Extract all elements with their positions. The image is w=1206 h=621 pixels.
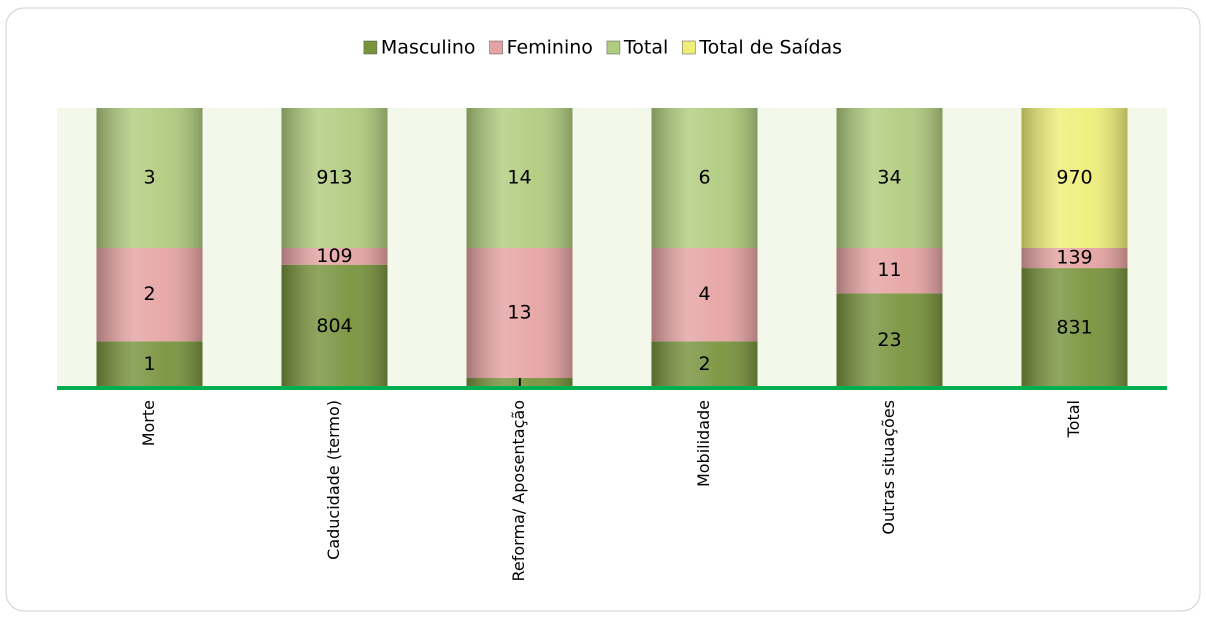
x-tick-label: Reforma/ Aposentação (509, 400, 528, 582)
data-label: 34 (877, 167, 901, 189)
bar-shade (281, 108, 388, 248)
legend-label: Masculino (381, 37, 476, 59)
x-tick-label: Caducidade (termo) (324, 400, 343, 560)
legend-swatch (682, 40, 696, 55)
x-tick-label: Mobilidade (694, 400, 713, 487)
legend-swatch (363, 40, 378, 55)
legend-label: Total (623, 37, 668, 59)
bars: 1 23 Morte 804 109 913 Caducidade (termo) 11 3 14… (96, 108, 1128, 582)
bar-shade (836, 248, 943, 294)
data-label: 913 (316, 167, 352, 189)
legend-item: Feminino (489, 37, 593, 59)
data-label: 804 (316, 315, 352, 337)
legend-item: Total de Saídas (682, 37, 842, 59)
bar-shade (1021, 268, 1128, 388)
data-label: 11 (877, 259, 901, 281)
legend-swatch (606, 40, 621, 55)
data-label: 13 (507, 302, 531, 324)
bar-shade (1021, 248, 1128, 269)
bar-shade (96, 108, 203, 248)
bar-shade (96, 341, 203, 388)
bar-shade (466, 378, 573, 388)
x-tick-label: Morte (139, 400, 158, 446)
x-tick-label: Outras situações (879, 400, 898, 535)
bar-shade (281, 264, 388, 388)
data-label: 14 (507, 167, 531, 189)
data-label: 1 (143, 353, 155, 375)
legend-label: Feminino (507, 37, 593, 59)
data-label: 139 (1056, 247, 1092, 269)
legend: Masculino Feminino Total Total de Saídas (363, 37, 842, 59)
bar-shade (466, 108, 573, 248)
bar-shade (836, 108, 943, 248)
bar-shade (96, 248, 203, 342)
data-label: 4 (698, 283, 710, 305)
bar-shade (1021, 108, 1128, 248)
legend-swatch (489, 40, 503, 55)
bar-shade (651, 341, 758, 388)
data-label: 109 (316, 245, 352, 267)
bar-shade (466, 248, 573, 378)
data-label: 6 (698, 167, 710, 189)
legend-item: Total (606, 37, 668, 59)
data-label: 23 (877, 329, 901, 351)
data-label: 970 (1056, 167, 1092, 189)
bar-shade (651, 248, 758, 342)
bar-shade (836, 293, 943, 388)
bar-shade (281, 248, 388, 265)
bar-shade (651, 108, 758, 248)
data-label: 2 (698, 353, 710, 375)
data-label: 3 (143, 167, 155, 189)
legend-item: Masculino (363, 37, 476, 59)
legend-label: Total de Saídas (698, 37, 842, 59)
x-tick-label: Total (1064, 400, 1083, 438)
data-label: 2 (143, 283, 155, 305)
plot-area (57, 108, 1167, 388)
data-label: 831 (1056, 317, 1092, 339)
